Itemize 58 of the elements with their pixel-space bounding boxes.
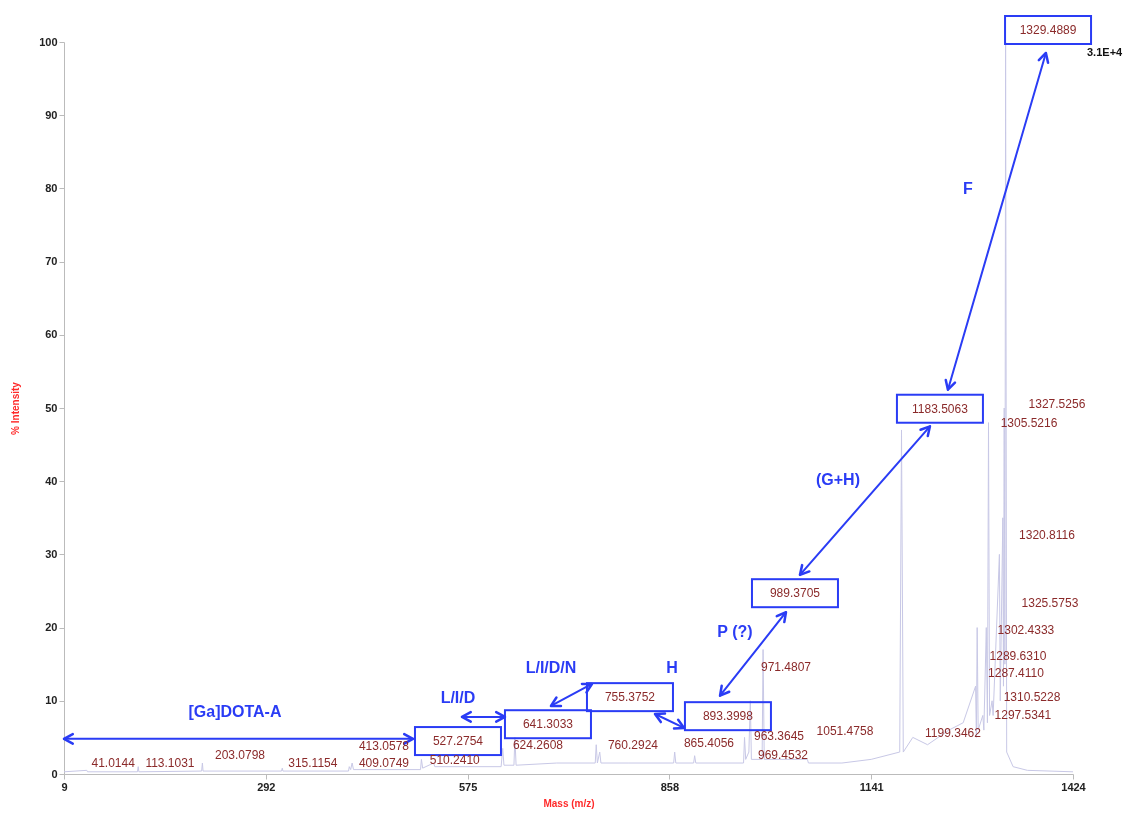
annotation: H — [666, 659, 678, 677]
x-tick-label: 1424 — [1061, 780, 1087, 793]
annotation: 755.3752 — [604, 690, 656, 705]
annotation: 1325.5753 — [1021, 595, 1079, 610]
annotation: 1302.4333 — [997, 622, 1055, 637]
y-tick-label: 0 — [51, 767, 58, 780]
annotation: 1199.3462 — [925, 726, 982, 741]
x-tick-label: 858 — [660, 780, 680, 793]
annotation: 641.3033 — [522, 717, 574, 732]
y-tick-label: 10 — [45, 694, 58, 707]
y-tick-label: 30 — [45, 547, 58, 560]
annotation: 1305.5216 — [1000, 415, 1058, 430]
annotation: L/I/D — [440, 688, 476, 706]
text: 3.1E+4 — [1087, 46, 1124, 58]
annotation: 113.1031 — [145, 756, 195, 771]
annotation: 989.3705 — [769, 586, 821, 601]
y-tick-label: 50 — [45, 401, 58, 414]
annotation: 1297.5341 — [994, 707, 1052, 722]
annotation: 760.2924 — [607, 737, 659, 752]
x-tick-label: 1141 — [859, 780, 884, 793]
x-tick-label: 575 — [458, 780, 478, 793]
annotation: 510.2410 — [429, 753, 481, 768]
annotation: [Ga]DOTA-A — [188, 703, 282, 721]
annotation: 624.2608 — [512, 737, 564, 752]
x-tick-label: 9 — [61, 780, 68, 793]
annotation: 1183.5063 — [912, 401, 969, 416]
annotation: 893.3998 — [702, 709, 754, 724]
annotation: 409.0749 — [358, 756, 410, 771]
annotation: 969.4532 — [757, 747, 809, 762]
annotation: 527.2754 — [432, 734, 484, 749]
y-tick-label: 70 — [45, 255, 58, 268]
annotation: 1320.8116 — [1019, 527, 1076, 542]
y-tick-label: 40 — [45, 474, 58, 487]
annotation: 963.3645 — [753, 728, 805, 743]
annotation: 971.4807 — [760, 660, 812, 675]
y-tick-label: 20 — [45, 621, 58, 634]
y-tick-label: 90 — [45, 108, 58, 121]
y-tick-label: 60 — [45, 328, 58, 341]
annotation: 413.0578 — [358, 739, 410, 754]
annotation: 1310.5228 — [1003, 690, 1061, 705]
annotation: L/I/D/N — [525, 659, 577, 677]
y-axis-title: % Intensity — [10, 381, 22, 435]
annotation: 203.0798 — [214, 747, 266, 762]
annotation: 1289.6310 — [989, 649, 1047, 664]
y-tick-label: 80 — [45, 181, 58, 194]
y-tick-label: 100 — [39, 35, 58, 48]
annotation: 865.4056 — [683, 736, 735, 751]
annotation: 1287.4110 — [988, 665, 1045, 680]
text: 1329.4889 — [1019, 23, 1077, 37]
annotation: (G+H) — [815, 470, 860, 488]
annotation: 315.1154 — [288, 756, 338, 771]
x-axis-title: Mass (m/z) — [543, 797, 595, 809]
annotation: 1327.5256 — [1028, 397, 1086, 412]
annotation: P (?) — [717, 622, 753, 640]
annotation: F — [963, 179, 974, 197]
annotation: 41.0144 — [91, 756, 136, 771]
x-tick-label: 292 — [257, 780, 276, 793]
annotation: 1051.4758 — [816, 723, 874, 738]
